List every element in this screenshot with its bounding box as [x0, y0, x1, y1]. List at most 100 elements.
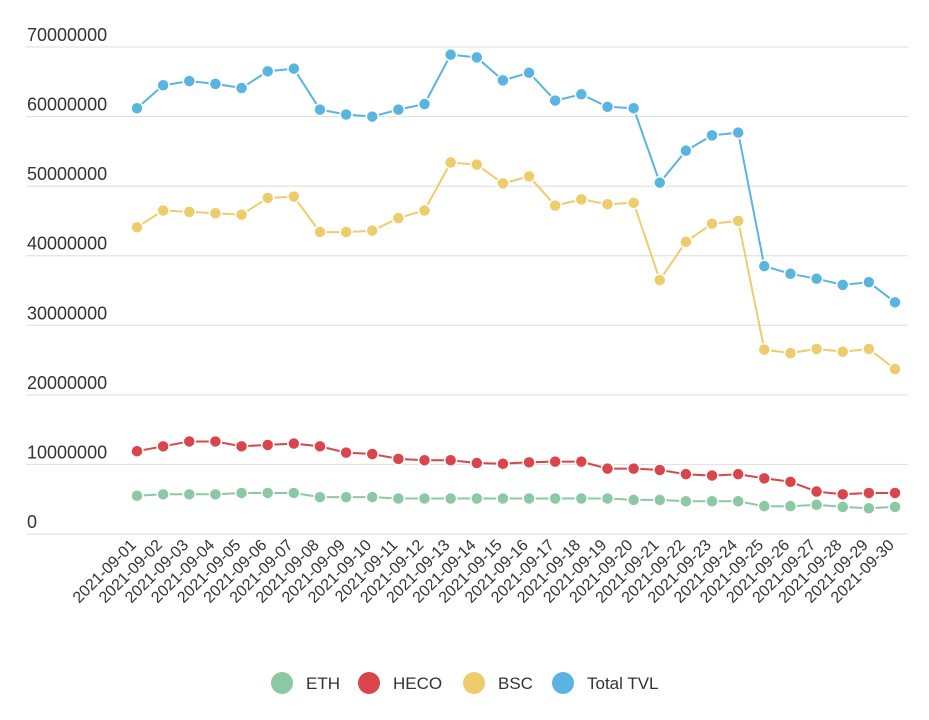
- data-point[interactable]: [313, 490, 327, 504]
- data-point[interactable]: [260, 191, 275, 205]
- data-point[interactable]: [130, 488, 144, 503]
- data-point[interactable]: [653, 273, 667, 287]
- data-point[interactable]: [287, 189, 301, 204]
- data-point[interactable]: [443, 491, 458, 506]
- data-point[interactable]: [365, 490, 379, 504]
- data-point[interactable]: [731, 467, 745, 481]
- data-point[interactable]: [888, 295, 902, 310]
- data-point[interactable]: [496, 73, 510, 88]
- data-point[interactable]: [470, 50, 484, 65]
- data-point[interactable]: [339, 445, 353, 460]
- data-point[interactable]: [365, 223, 379, 238]
- data-point[interactable]: [208, 206, 223, 221]
- data-point[interactable]: [208, 77, 223, 91]
- data-point[interactable]: [653, 175, 667, 190]
- data-point[interactable]: [208, 487, 223, 502]
- data-point[interactable]: [234, 81, 249, 95]
- data-point[interactable]: [496, 456, 510, 471]
- data-point[interactable]: [705, 216, 719, 231]
- data-point[interactable]: [600, 491, 615, 506]
- data-point[interactable]: [862, 342, 876, 356]
- data-point[interactable]: [496, 491, 510, 506]
- data-point[interactable]: [757, 471, 772, 486]
- data-point[interactable]: [130, 444, 144, 458]
- data-point[interactable]: [626, 101, 641, 115]
- data-point[interactable]: [600, 461, 615, 476]
- legend[interactable]: ETH HECO BSC Total TVL: [271, 672, 659, 694]
- data-point[interactable]: [574, 87, 589, 102]
- data-point[interactable]: [417, 491, 432, 506]
- data-point[interactable]: [574, 491, 589, 506]
- data-point[interactable]: [339, 107, 353, 122]
- data-point[interactable]: [679, 467, 693, 481]
- data-point[interactable]: [443, 453, 458, 468]
- data-point[interactable]: [548, 198, 562, 213]
- data-point[interactable]: [835, 278, 850, 292]
- legend-item[interactable]: BSC: [463, 672, 533, 694]
- data-point[interactable]: [287, 61, 301, 76]
- data-point[interactable]: [679, 143, 693, 158]
- data-point[interactable]: [260, 486, 275, 500]
- data-point[interactable]: [417, 453, 432, 468]
- data-point[interactable]: [862, 275, 876, 289]
- data-point[interactable]: [470, 456, 484, 470]
- data-point[interactable]: [365, 109, 379, 124]
- data-point[interactable]: [548, 491, 562, 506]
- data-point[interactable]: [574, 454, 589, 469]
- data-point[interactable]: [156, 203, 170, 218]
- data-point[interactable]: [835, 487, 850, 502]
- data-point[interactable]: [679, 494, 693, 509]
- data-point[interactable]: [287, 486, 301, 500]
- data-point[interactable]: [260, 64, 275, 79]
- data-point[interactable]: [705, 468, 719, 483]
- data-point[interactable]: [339, 490, 353, 504]
- data-point[interactable]: [757, 259, 772, 273]
- data-point[interactable]: [391, 452, 406, 466]
- legend-item[interactable]: ETH: [271, 672, 340, 694]
- data-point[interactable]: [757, 499, 772, 513]
- data-point[interactable]: [809, 498, 824, 512]
- data-point[interactable]: [156, 439, 170, 454]
- data-point[interactable]: [783, 499, 798, 513]
- data-point[interactable]: [705, 494, 719, 509]
- data-point[interactable]: [783, 346, 798, 360]
- data-point[interactable]: [470, 491, 484, 506]
- data-point[interactable]: [731, 125, 745, 140]
- data-point[interactable]: [522, 491, 536, 506]
- legend-item[interactable]: Total TVL: [552, 672, 659, 694]
- data-point[interactable]: [365, 447, 379, 461]
- data-point[interactable]: [888, 486, 902, 500]
- data-point[interactable]: [600, 100, 615, 114]
- data-point[interactable]: [548, 454, 562, 469]
- data-point[interactable]: [626, 493, 641, 507]
- data-point[interactable]: [705, 128, 719, 143]
- data-point[interactable]: [574, 192, 589, 207]
- data-point[interactable]: [391, 102, 406, 117]
- data-point[interactable]: [182, 434, 197, 449]
- data-point[interactable]: [522, 455, 536, 470]
- data-point[interactable]: [313, 225, 327, 239]
- data-point[interactable]: [783, 267, 798, 281]
- data-point[interactable]: [182, 487, 197, 502]
- data-point[interactable]: [888, 500, 902, 514]
- data-point[interactable]: [731, 494, 745, 509]
- data-point[interactable]: [313, 439, 327, 454]
- data-point[interactable]: [391, 491, 406, 506]
- data-point[interactable]: [130, 220, 144, 234]
- data-point[interactable]: [182, 205, 197, 219]
- data-point[interactable]: [835, 344, 850, 359]
- data-point[interactable]: [600, 197, 615, 211]
- data-point[interactable]: [470, 157, 484, 172]
- data-point[interactable]: [835, 500, 850, 514]
- data-point[interactable]: [626, 196, 641, 210]
- data-point[interactable]: [417, 203, 432, 218]
- data-point[interactable]: [809, 342, 824, 356]
- data-point[interactable]: [548, 93, 562, 108]
- data-point[interactable]: [522, 65, 536, 80]
- data-point[interactable]: [234, 207, 249, 222]
- data-point[interactable]: [757, 342, 772, 357]
- legend-item[interactable]: HECO: [358, 672, 442, 694]
- data-point[interactable]: [809, 271, 824, 286]
- data-point[interactable]: [679, 235, 693, 249]
- data-point[interactable]: [234, 486, 249, 500]
